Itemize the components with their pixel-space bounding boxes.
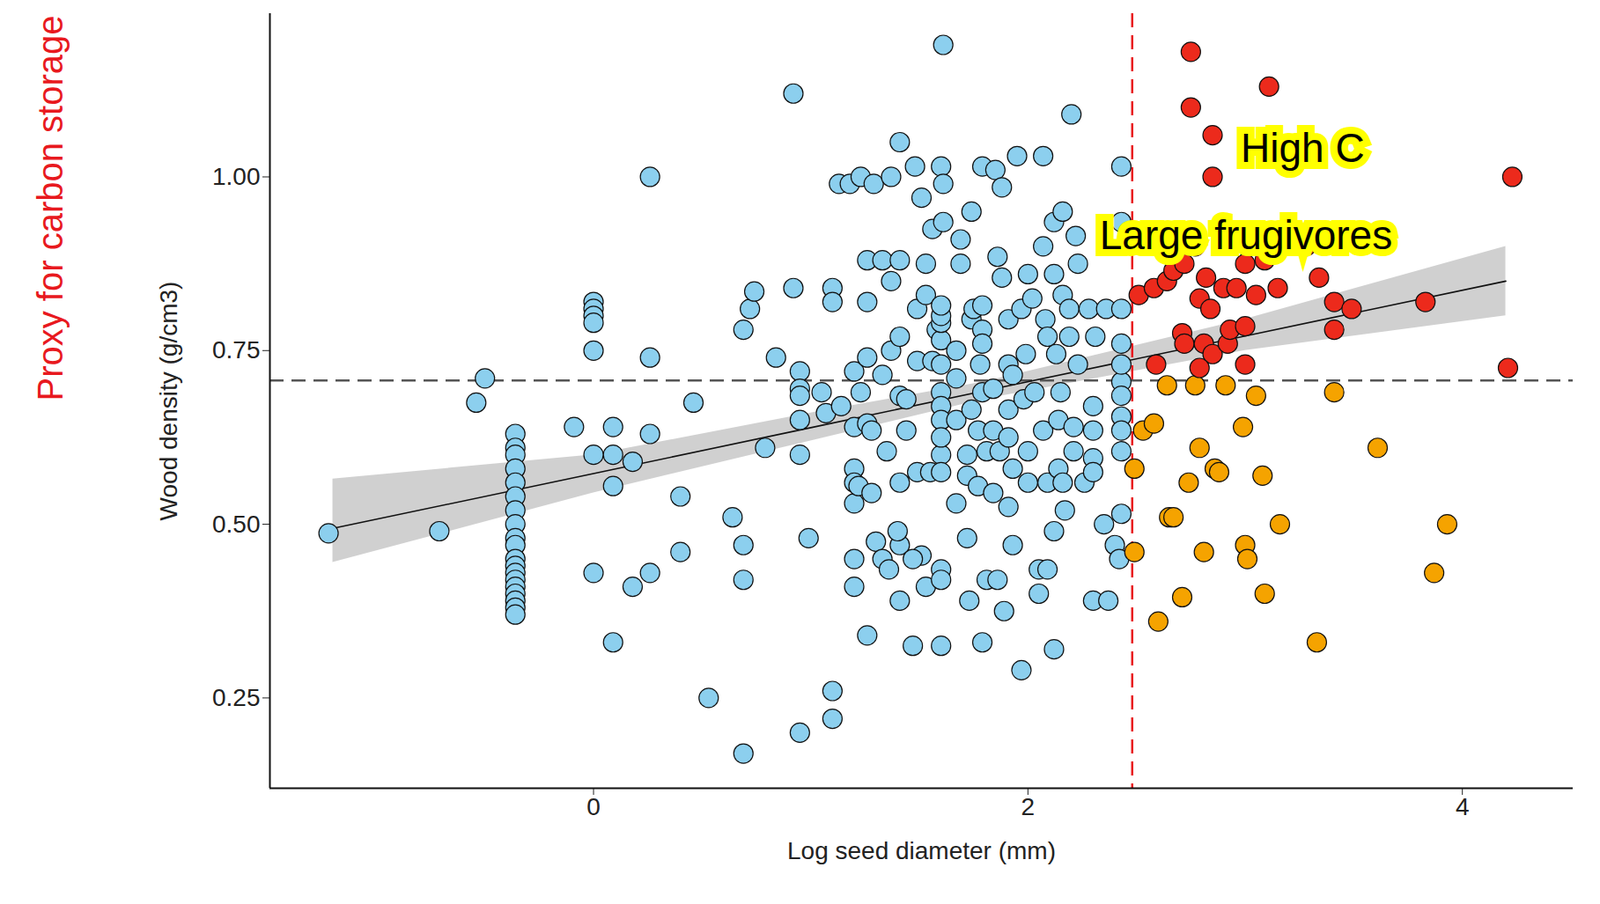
svg-text:2: 2 (1021, 793, 1036, 821)
svg-text:Wood density (g/cm3): Wood density (g/cm3) (154, 281, 183, 522)
svg-text:0: 0 (586, 793, 601, 821)
svg-text:High C: High C (1240, 125, 1365, 171)
svg-text:Large frugivores: Large frugivores (1099, 212, 1393, 259)
svg-text:4: 4 (1455, 793, 1470, 821)
svg-text:Proxy for carbon storage: Proxy for carbon storage (30, 15, 70, 402)
svg-text:0.50: 0.50 (212, 510, 261, 539)
svg-text:0.25: 0.25 (212, 684, 261, 712)
svg-text:Log seed diameter (mm): Log seed diameter (mm) (787, 837, 1056, 865)
svg-text:1.00: 1.00 (212, 162, 261, 191)
svg-text:0.75: 0.75 (212, 336, 261, 364)
